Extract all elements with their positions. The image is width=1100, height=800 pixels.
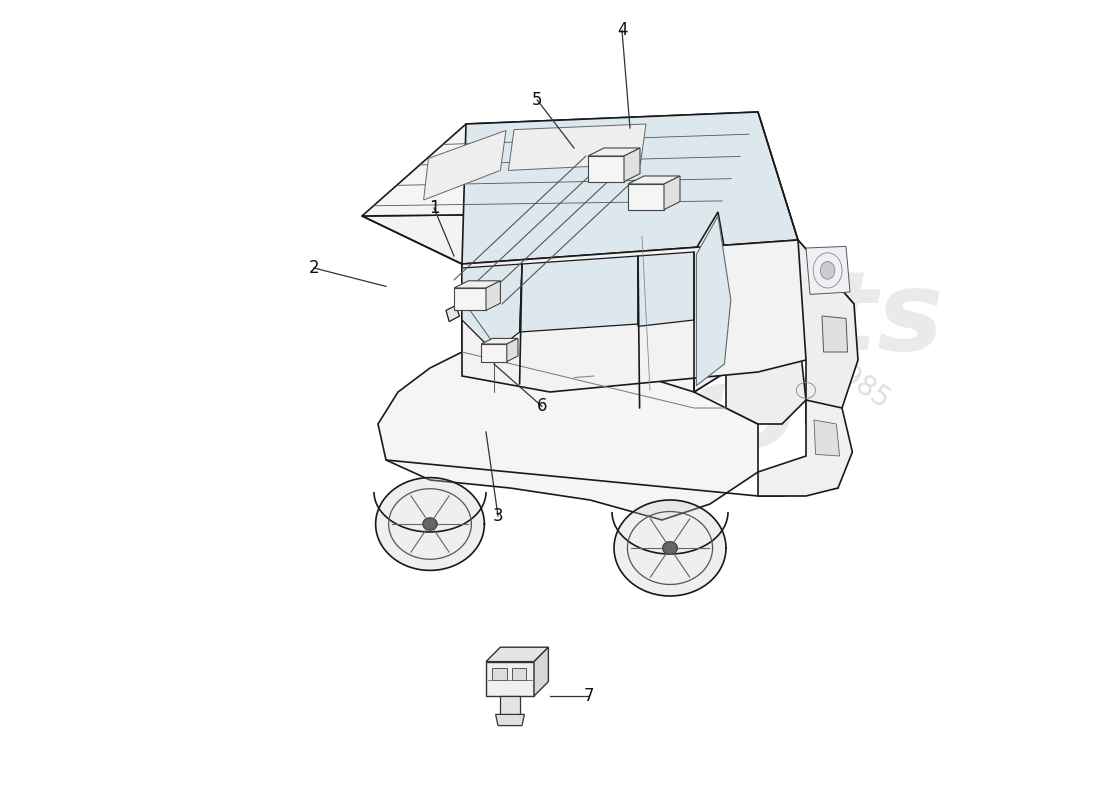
Ellipse shape [821, 262, 835, 279]
Polygon shape [462, 264, 522, 352]
Text: a passion: a passion [486, 178, 686, 278]
Polygon shape [486, 662, 534, 696]
Polygon shape [696, 216, 730, 386]
Polygon shape [486, 281, 500, 310]
Polygon shape [806, 246, 850, 294]
Polygon shape [694, 212, 734, 392]
Polygon shape [588, 148, 640, 156]
Polygon shape [614, 500, 726, 596]
Text: 4: 4 [617, 22, 627, 39]
Polygon shape [628, 176, 680, 184]
Polygon shape [638, 252, 694, 326]
Polygon shape [486, 647, 549, 662]
Polygon shape [758, 400, 852, 496]
Polygon shape [362, 112, 758, 216]
Polygon shape [454, 281, 500, 288]
Text: 5: 5 [532, 91, 542, 109]
Polygon shape [534, 647, 549, 696]
Polygon shape [454, 288, 486, 310]
Polygon shape [500, 696, 519, 716]
Text: 6: 6 [537, 398, 548, 415]
Polygon shape [493, 668, 507, 680]
Polygon shape [519, 256, 638, 332]
Polygon shape [798, 240, 858, 424]
Polygon shape [446, 306, 460, 322]
Polygon shape [624, 148, 640, 182]
Polygon shape [662, 542, 678, 554]
Polygon shape [822, 316, 848, 352]
Polygon shape [507, 338, 518, 362]
Polygon shape [424, 130, 506, 200]
Polygon shape [378, 320, 758, 520]
Polygon shape [814, 420, 839, 456]
Text: euro: euro [512, 362, 796, 470]
Text: Parts: Parts [620, 266, 944, 374]
Text: 1985: 1985 [821, 352, 895, 416]
Polygon shape [664, 176, 680, 210]
Text: 3: 3 [493, 507, 504, 525]
Text: 7: 7 [583, 687, 594, 705]
Text: 2: 2 [309, 259, 319, 277]
Polygon shape [481, 344, 507, 362]
Polygon shape [462, 112, 798, 264]
Polygon shape [481, 338, 518, 344]
Polygon shape [362, 212, 734, 432]
Polygon shape [588, 156, 624, 182]
Text: for parts: for parts [519, 133, 701, 227]
Polygon shape [726, 304, 806, 424]
Polygon shape [422, 518, 437, 530]
Polygon shape [496, 714, 525, 726]
Text: 1: 1 [429, 199, 439, 217]
Polygon shape [512, 668, 526, 680]
Polygon shape [628, 184, 664, 210]
Polygon shape [375, 478, 484, 570]
Polygon shape [462, 240, 854, 392]
Polygon shape [508, 124, 646, 170]
